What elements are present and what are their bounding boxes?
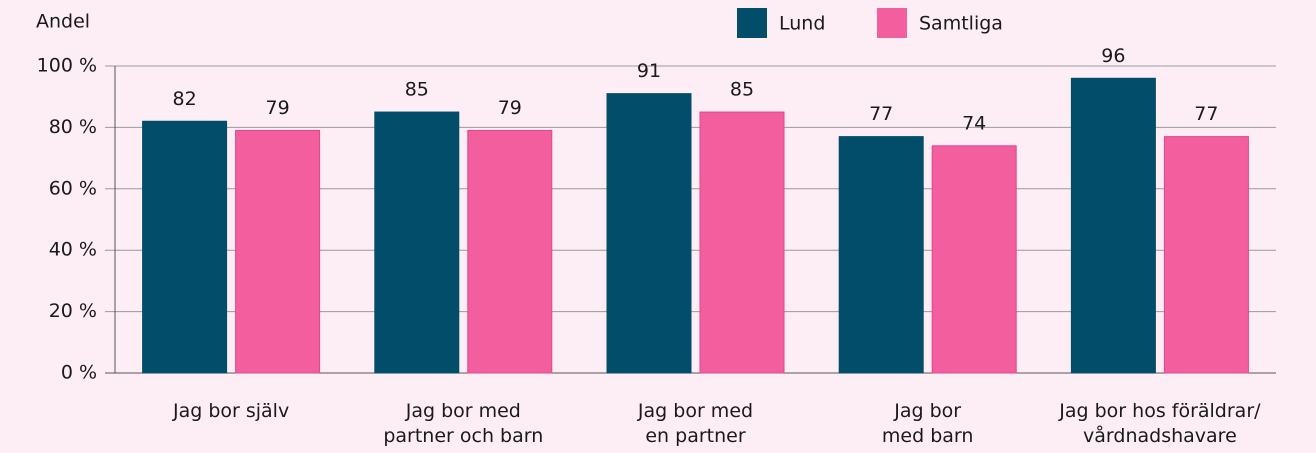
bar	[1163, 136, 1249, 374]
x-tick-label-line: Jag bor hos föräldrar/	[1058, 400, 1261, 422]
x-tick-label-line: Jag bor	[893, 400, 961, 422]
value-label: 79	[266, 97, 290, 119]
value-label: 77	[1194, 103, 1218, 125]
legend-swatch	[877, 8, 907, 38]
legend-label: Samtliga	[919, 13, 1003, 35]
value-label: 77	[869, 103, 893, 125]
x-tick-label: Jag bor med barn	[882, 400, 974, 447]
bar	[142, 120, 228, 374]
y-tick-label: 20 %	[49, 300, 97, 322]
value-label: 82	[173, 88, 197, 110]
x-tick-label-line: Jag bor med	[637, 400, 753, 422]
bar	[606, 93, 692, 374]
x-tick-label: Jag bor hos föräldrar/vårdnadshavare	[1058, 400, 1261, 447]
y-tick-label: 0 %	[61, 362, 97, 384]
value-label: 91	[637, 60, 661, 82]
bar	[1070, 77, 1156, 374]
x-tick-label: Jag bor med partner och barn	[383, 400, 543, 447]
legend-swatch	[737, 8, 767, 38]
value-label: 96	[1101, 45, 1125, 67]
x-tick-label-line: Jag bor själv	[172, 400, 289, 422]
bar	[838, 136, 924, 374]
y-tick-label: 60 %	[49, 177, 97, 199]
value-label: 79	[498, 97, 522, 119]
y-tick-label: 100 %	[37, 55, 97, 77]
x-tick-label: Jag bor själv	[172, 400, 289, 422]
x-tick-label-line: Jag bor med	[405, 400, 521, 422]
value-label: 85	[405, 79, 429, 101]
legend-label: Lund	[779, 13, 825, 35]
x-tick-label: Jag bor med en partner	[637, 400, 753, 447]
x-tick-label-line: partner och barn	[383, 425, 543, 447]
x-tick-label-line: med barn	[882, 425, 974, 447]
x-tick-label-line: en partner	[645, 425, 745, 447]
bar	[235, 129, 321, 374]
bar	[699, 111, 785, 374]
x-tick-label-line: vårdnadshavare	[1083, 424, 1237, 447]
bar	[931, 145, 1017, 374]
y-tick-label: 80 %	[49, 116, 97, 138]
bar	[374, 111, 460, 374]
y-axis-label: Andel	[36, 11, 90, 33]
bar	[467, 129, 553, 374]
value-label: 74	[962, 112, 986, 134]
value-label: 85	[730, 79, 754, 101]
y-tick-label: 40 %	[49, 239, 97, 261]
